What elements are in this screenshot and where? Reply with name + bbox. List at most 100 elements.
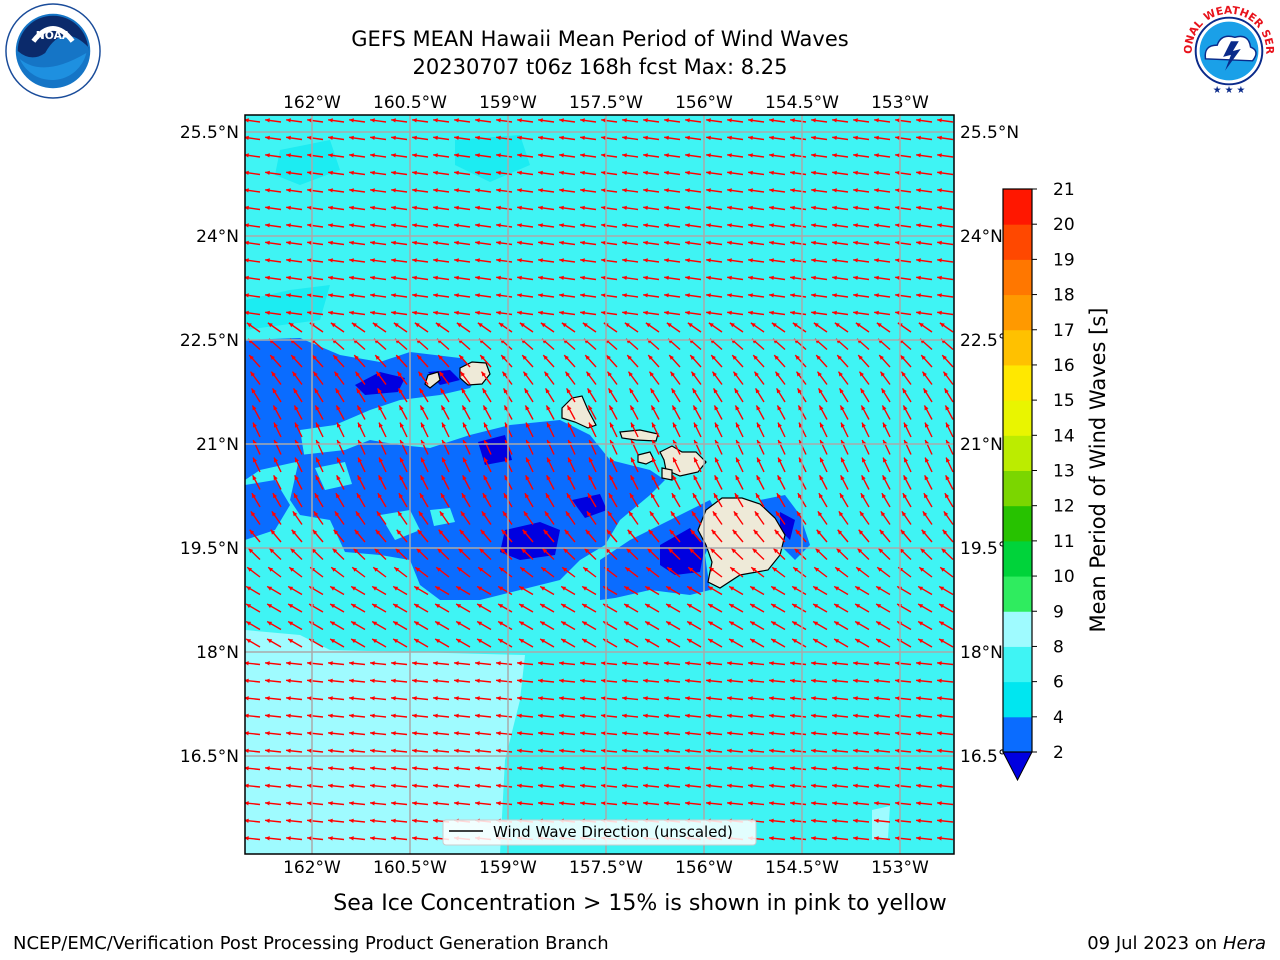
wind-vector (895, 170, 912, 176)
wind-vector (937, 783, 954, 788)
wind-vector (546, 422, 555, 438)
wind-vector (496, 783, 513, 788)
lat-tick-label-left: 22.5°N (180, 331, 239, 351)
wind-vector (496, 258, 513, 263)
wind-vector (349, 205, 366, 211)
wind-vector (483, 457, 492, 473)
wind-vector (748, 766, 765, 771)
wind-vector (433, 153, 450, 158)
wind-vector (706, 310, 723, 316)
wind-vector (455, 638, 471, 648)
chart-title-line2: 20230707 t06z 168h fcst Max: 8.25 (412, 55, 788, 79)
wind-vector (623, 585, 639, 596)
wind-vector (627, 529, 639, 543)
wind-vector (727, 766, 744, 771)
wind-vector (265, 836, 282, 841)
wind-vector (937, 310, 954, 316)
colorbar-segment (1003, 364, 1032, 401)
wind-vector (769, 766, 786, 771)
wind-vector (644, 620, 660, 631)
wind-vector (329, 638, 345, 648)
wind-vector (769, 801, 786, 806)
wind-vector (855, 566, 870, 578)
wind-vector (664, 731, 681, 736)
wind-vector (629, 405, 639, 420)
wind-vector (245, 783, 261, 788)
wind-vector (664, 118, 681, 123)
wind-vector (292, 388, 303, 403)
wind-vector (564, 371, 576, 385)
wind-vector (391, 731, 408, 736)
wind-vector (903, 422, 912, 438)
wind-vector (475, 696, 492, 701)
island-molokai (619, 429, 659, 442)
wind-vector (706, 275, 723, 281)
colorbar-segment (1003, 294, 1032, 331)
lon-tick-label-top: 156°W (675, 93, 733, 113)
wind-vector (790, 783, 807, 788)
wind-vector (396, 371, 408, 385)
wind-vector (832, 766, 849, 771)
wind-vector (811, 678, 828, 683)
wind-vector (916, 713, 933, 718)
wind-vector (391, 766, 408, 771)
wind-vector (498, 322, 513, 333)
wind-vector (812, 620, 828, 631)
wind-vector (291, 529, 303, 543)
wind-vector (433, 801, 450, 806)
wind-vector (711, 371, 723, 385)
wind-vector (643, 731, 660, 736)
wind-vector (793, 547, 807, 561)
wind-vector (475, 801, 492, 806)
wind-vector (940, 547, 954, 561)
wind-vector (643, 713, 660, 718)
wind-vector (328, 818, 345, 823)
wind-vector (790, 170, 807, 176)
wind-vector (630, 422, 639, 438)
wind-vector (355, 388, 366, 403)
wind-vector (818, 492, 828, 508)
wind-vector (349, 836, 366, 841)
wind-vector (643, 310, 660, 316)
wind-vector (580, 275, 597, 281)
wind-vector (938, 638, 954, 648)
wind-vector (920, 354, 933, 368)
wind-vector (840, 474, 849, 490)
wind-vector (580, 731, 597, 736)
wind-vector (356, 492, 366, 508)
wind-vector (559, 713, 576, 718)
wind-vector (937, 170, 954, 176)
period-region-8-9 (245, 630, 525, 854)
wind-vector (522, 529, 534, 543)
wind-vector (580, 258, 597, 263)
wind-vector (777, 474, 786, 490)
wind-vector (838, 510, 849, 525)
wind-vector (664, 748, 681, 753)
wind-vector (937, 118, 954, 123)
wind-vector (732, 371, 744, 385)
wind-vector (895, 731, 912, 736)
wind-vector (748, 153, 765, 158)
wind-vector (900, 371, 912, 385)
wind-vector (751, 547, 765, 561)
wind-vector (937, 293, 954, 298)
wind-vector (413, 603, 429, 613)
wind-vector (580, 713, 597, 718)
wind-vector (559, 223, 576, 228)
wind-vector (437, 354, 450, 368)
wind-vector (937, 713, 954, 718)
wind-vector (391, 258, 408, 263)
wind-vector (245, 170, 261, 176)
wind-vector (921, 529, 933, 543)
wind-vector (811, 118, 828, 123)
wind-vector (790, 801, 807, 806)
lon-tick-label-top: 157.5°W (569, 93, 643, 113)
wind-vector (433, 696, 450, 701)
wind-vector (328, 713, 345, 718)
wind-vector (937, 661, 954, 666)
wind-vector (775, 510, 786, 525)
wind-vector (245, 240, 261, 246)
wind-vector (580, 135, 597, 141)
wind-vector (286, 678, 303, 683)
wind-vector (541, 547, 555, 561)
